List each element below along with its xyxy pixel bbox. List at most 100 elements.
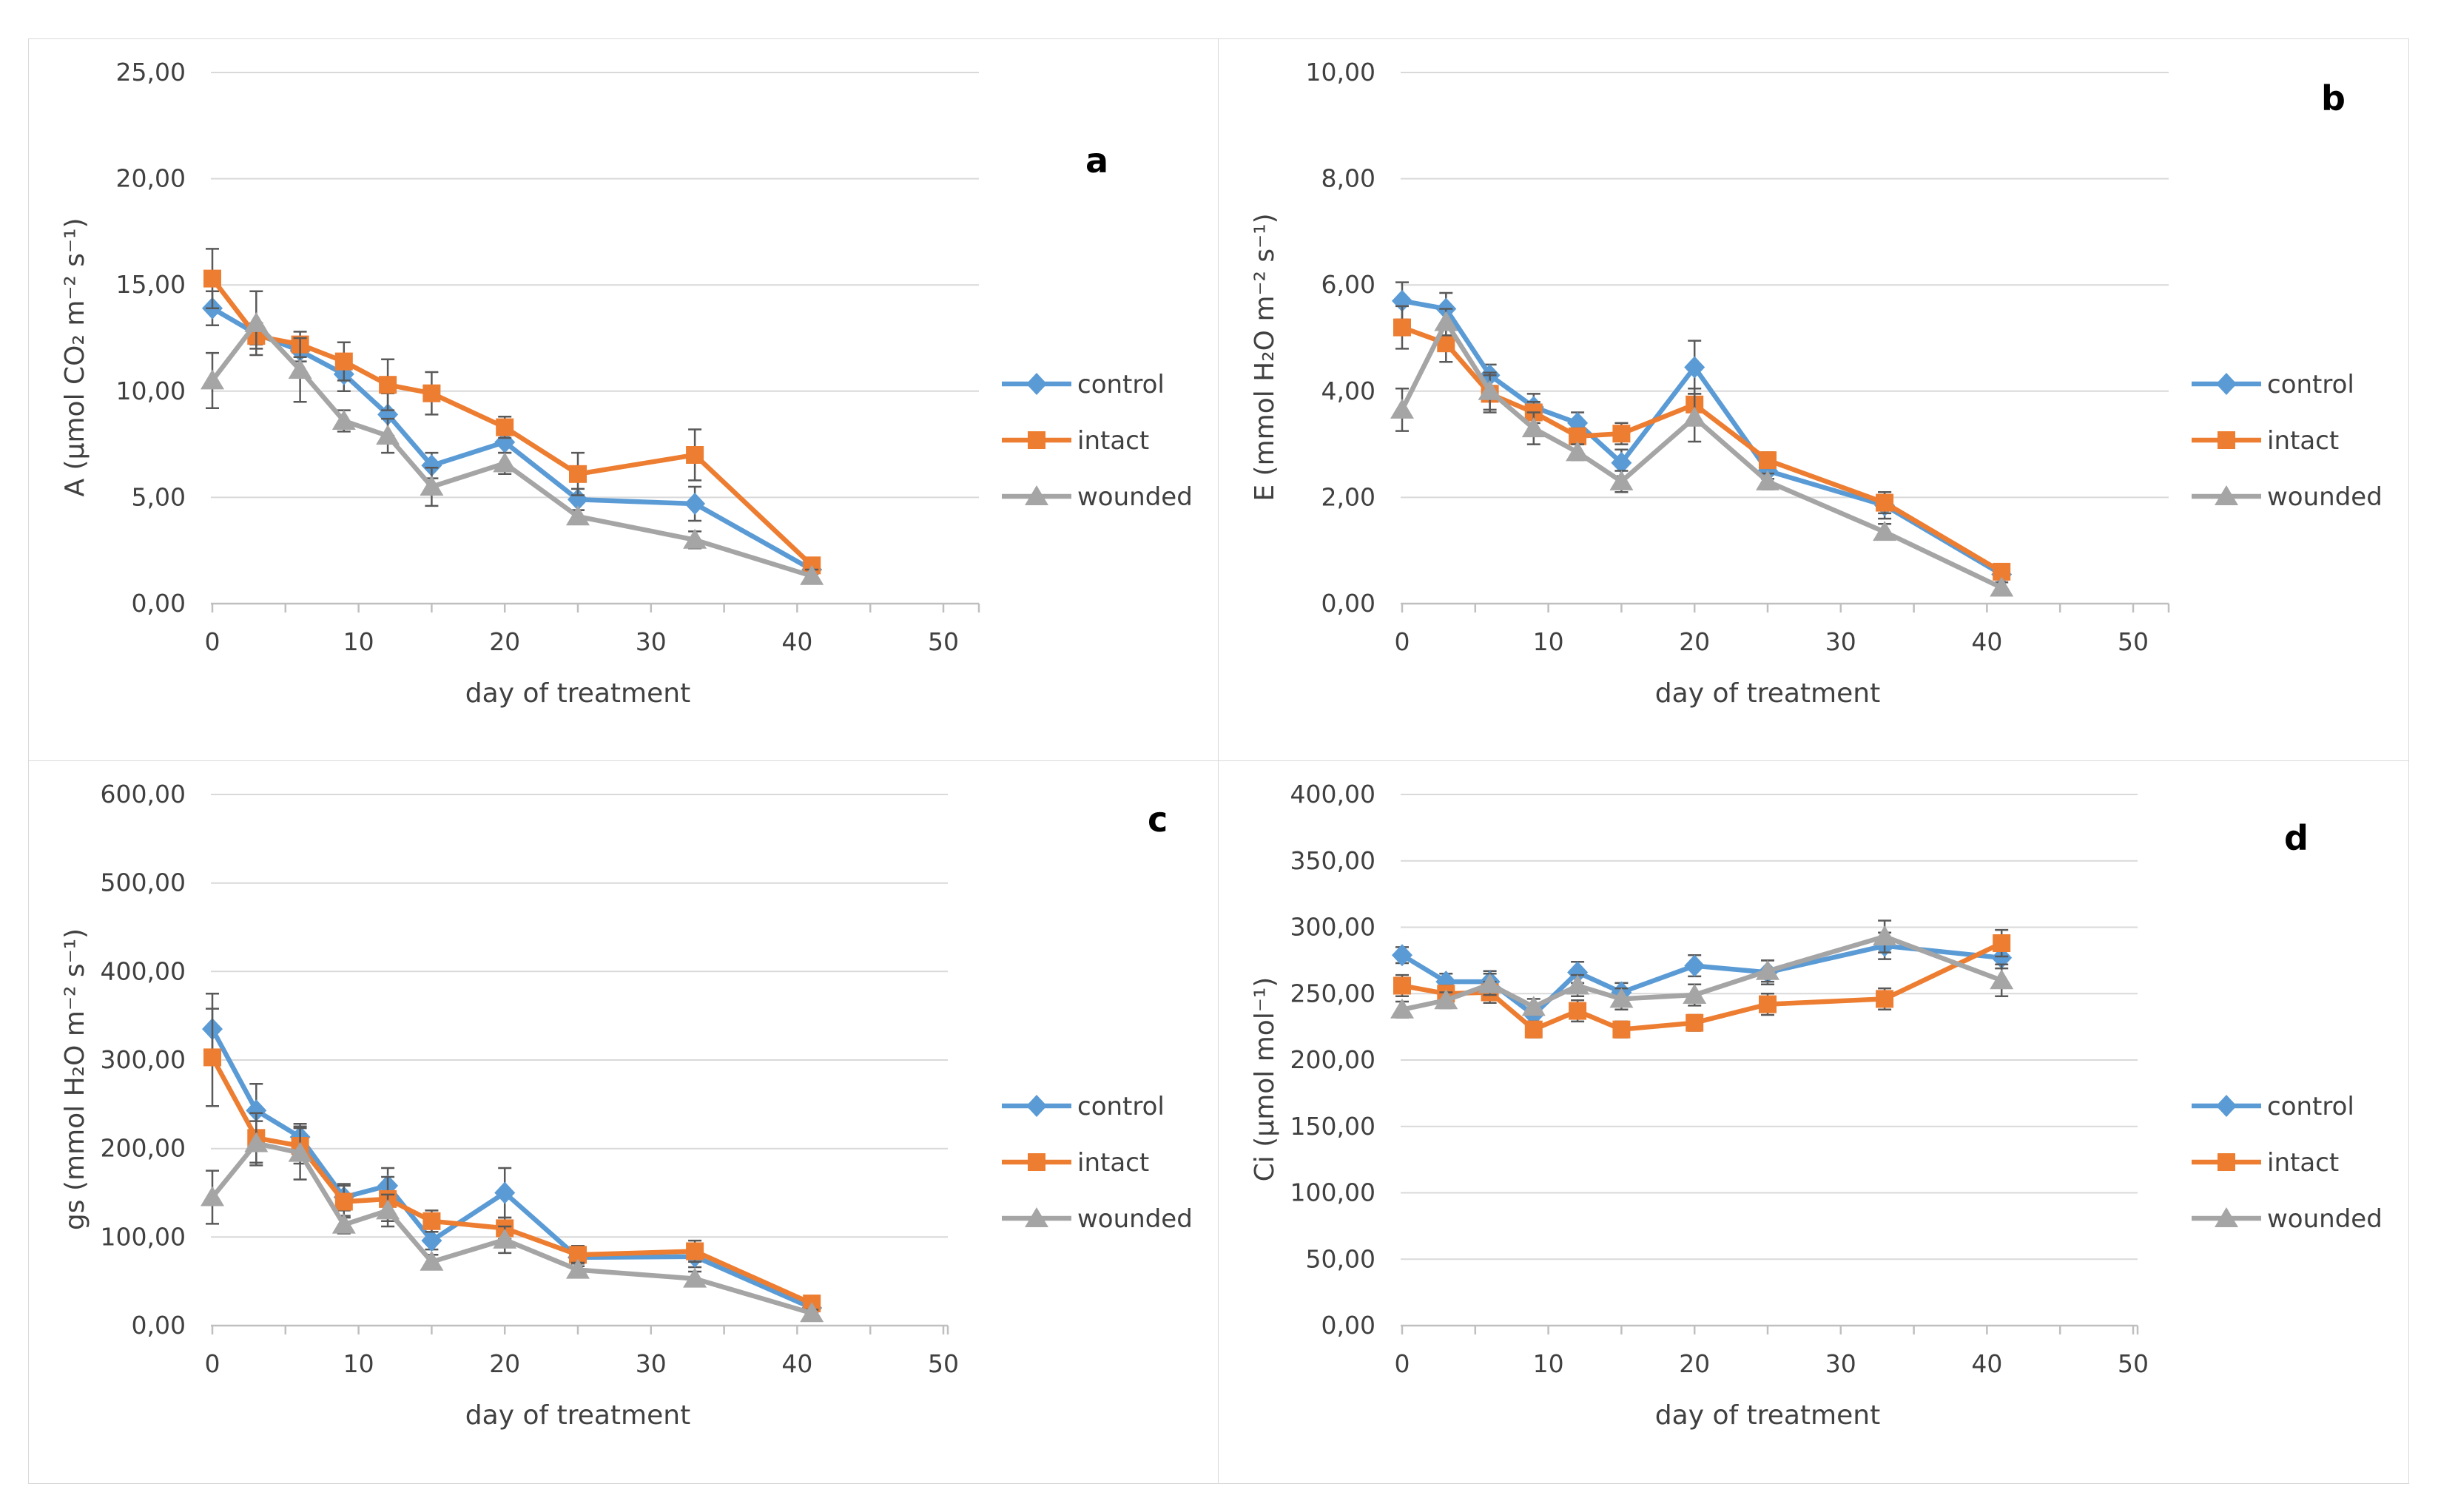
svg-text:400,00: 400,00 [101,956,186,985]
svg-text:40: 40 [1971,1349,2002,1378]
triangle-marker [683,528,707,549]
svg-text:4,00: 4,00 [1321,377,1375,405]
triangle-marker [376,1199,400,1220]
x-axis-tick-labels: 0 10 20 30 40 50 [1395,627,2149,656]
x-axis [1401,602,2170,612]
chart-panel-b: 0,00 2,00 4,00 6,00 8,00 10,00 0 10 20 30 40 50 day … [1250,58,2383,709]
triangle-marker [1025,485,1048,505]
svg-text:0: 0 [205,627,220,656]
triangle-marker [420,476,444,496]
legend: control intact wounded [1002,370,1193,512]
svg-text:0: 0 [205,1349,220,1378]
diamond-marker [494,431,516,453]
series-control [1392,931,2013,1026]
square-marker [2218,431,2235,449]
diamond-marker [1611,451,1632,474]
triangle-marker [244,1132,269,1152]
svg-text:50,00: 50,00 [1306,1244,1375,1273]
square-marker [1028,1153,1045,1171]
svg-text:30: 30 [636,627,667,656]
square-marker [203,1048,221,1067]
x-axis [1401,1324,2139,1334]
svg-text:600,00: 600,00 [101,780,186,809]
square-marker [1612,1020,1631,1039]
y-axis-title: A (µmol CO₂ m⁻² s⁻¹) [60,217,90,496]
svg-text:500,00: 500,00 [101,868,186,897]
x-axis [211,1324,949,1334]
series-intact [203,1008,821,1313]
triangle-marker [566,505,590,526]
series-wounded [1390,919,2014,1019]
svg-text:0,00: 0,00 [132,1311,186,1340]
series-line [1400,320,2003,590]
series-line [1401,934,2003,1012]
panel-letter: b [2321,78,2346,118]
legend-label: wounded [2267,1204,2383,1234]
svg-text:5,00: 5,00 [132,482,186,511]
square-marker [1393,318,1411,337]
triangle-marker [1025,1207,1048,1227]
legend-label: intact [1077,426,1149,456]
diamond-marker [1026,1095,1047,1117]
diamond-marker [494,1181,516,1204]
y-axis-title: Ci (µmol mol⁻¹) [1250,977,1280,1182]
series-line [1401,325,2003,574]
square-marker [203,269,221,288]
square-marker [334,352,353,371]
triangle-marker [1683,406,1707,427]
square-marker [686,446,704,464]
series-wounded [201,1120,824,1323]
diamond-marker [1026,373,1047,395]
x-axis-title: day of treatment [1655,1400,1880,1431]
legend-label: intact [1077,1148,1149,1178]
error-bars [1395,281,2009,581]
svg-text:40: 40 [1971,627,2002,656]
square-marker [2218,1153,2235,1171]
svg-text:20: 20 [1679,627,1710,656]
y-axis-tick-labels: 0,00 5,00 10,00 15,00 20,00 25,00 [116,58,186,618]
svg-text:10: 10 [343,627,374,656]
svg-text:0: 0 [1395,627,1410,656]
x-axis [211,602,980,612]
square-marker [1612,425,1631,443]
chart-panel-c: 0,00 100,00 200,00 300,00 400,00 500,00 600,00… [60,780,1193,1431]
square-marker [496,418,514,436]
svg-text:40: 40 [781,1349,812,1378]
svg-text:2,00: 2,00 [1321,482,1375,511]
square-marker [1569,1002,1587,1020]
panel-b: 0,00 2,00 4,00 6,00 8,00 10,00 0 10 20 30 40 50 day … [1219,39,2408,761]
square-marker [1759,451,1777,470]
diamond-marker [1684,954,1705,977]
triangle-marker [1756,959,1779,980]
svg-text:150,00: 150,00 [1290,1112,1375,1141]
svg-text:400,00: 400,00 [1290,780,1375,809]
legend-label: wounded [2267,482,2383,512]
x-axis-tick-labels: 0 10 20 30 40 50 [1395,1349,2149,1378]
triangle-marker [288,1141,312,1162]
svg-text:200,00: 200,00 [1290,1045,1375,1074]
svg-text:100,00: 100,00 [1290,1178,1375,1207]
square-marker [1028,431,1045,449]
y-axis-tick-labels: 0,00 100,00 200,00 300,00 400,00 500,00 600,00 [101,780,186,1340]
triangle-marker [1434,989,1458,1010]
svg-text:25,00: 25,00 [116,58,186,87]
panel-letter: c [1148,800,1168,840]
square-marker [334,1192,353,1211]
svg-text:50: 50 [2118,1349,2149,1378]
svg-text:20: 20 [489,1349,520,1378]
gridlines [1401,794,2138,1260]
svg-text:10,00: 10,00 [116,377,186,405]
series-line [1401,943,2002,1018]
svg-text:0,00: 0,00 [1321,1311,1375,1340]
diamond-marker [421,1229,442,1252]
y-axis-tick-labels: 0,00 2,00 4,00 6,00 8,00 10,00 [1306,58,1375,618]
legend: control intact wounded [2192,1092,2383,1234]
error-bars [206,290,819,584]
legend: control intact wounded [2192,370,2383,512]
y-axis-title: gs (mmol H₂O m⁻² s⁻¹) [60,928,90,1230]
legend-label: control [1077,370,1165,399]
triangle-marker [1390,998,1414,1019]
series-line [210,277,814,567]
series-line [1401,298,2003,577]
diamond-marker [1392,944,1412,967]
